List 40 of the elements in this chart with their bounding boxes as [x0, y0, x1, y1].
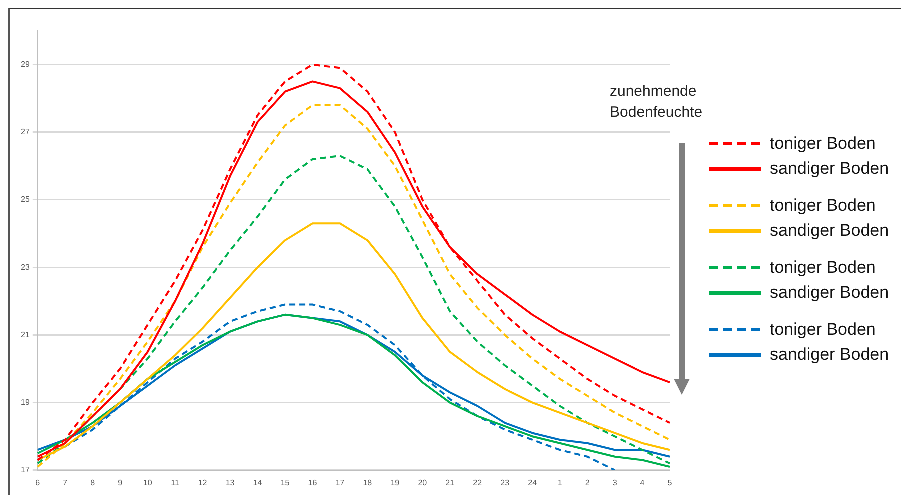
x-tick-label: 2: [585, 478, 590, 488]
legend-label: toniger Boden: [770, 196, 876, 216]
x-tick-label: 3: [612, 478, 618, 488]
x-tick-label: 10: [143, 478, 153, 488]
x-tick-label: 6: [36, 478, 41, 488]
y-tick-label: 23: [20, 262, 30, 272]
x-tick-label: 18: [363, 478, 373, 488]
legend-label: sandiger Boden: [770, 344, 890, 364]
x-tick-label: 13: [226, 478, 236, 488]
x-tick-label: 22: [473, 478, 483, 488]
y-tick-label: 21: [20, 330, 30, 340]
x-tick-label: 20: [418, 478, 428, 488]
legend-label: toniger Boden: [770, 320, 876, 340]
x-tick-label: 21: [446, 478, 456, 488]
x-tick-label: 14: [253, 478, 263, 488]
x-tick-label: 15: [280, 478, 290, 488]
x-tick-label: 19: [390, 478, 400, 488]
x-tick-label: 11: [171, 478, 180, 488]
legend-label: sandiger Boden: [770, 220, 890, 240]
y-tick-label: 25: [20, 195, 30, 204]
x-tick-label: 5: [668, 478, 673, 488]
x-tick-label: 12: [198, 478, 208, 488]
legend-label: sandiger Boden: [770, 158, 890, 178]
x-tick-label: 17: [336, 478, 346, 488]
x-tick-label: 7: [63, 478, 68, 488]
legend-label: toniger Boden: [770, 258, 876, 278]
x-tick-label: 16: [308, 478, 318, 488]
x-tick-label: 24: [528, 478, 538, 488]
legend-label: toniger Boden: [770, 134, 876, 154]
x-tick-label: 8: [90, 478, 96, 488]
x-tick-label: 23: [500, 478, 510, 488]
y-tick-label: 29: [20, 60, 30, 70]
x-tick-label: 4: [640, 478, 646, 488]
legend-label: sandiger Boden: [770, 282, 890, 302]
y-tick-label: 27: [20, 128, 30, 137]
x-tick-label: 9: [118, 478, 124, 488]
x-tick-label: 1: [558, 478, 563, 488]
annotation: zunehmende Bodenfeuchte: [610, 82, 704, 123]
y-tick-label: 17: [20, 466, 30, 475]
y-tick-label: 19: [20, 398, 30, 408]
